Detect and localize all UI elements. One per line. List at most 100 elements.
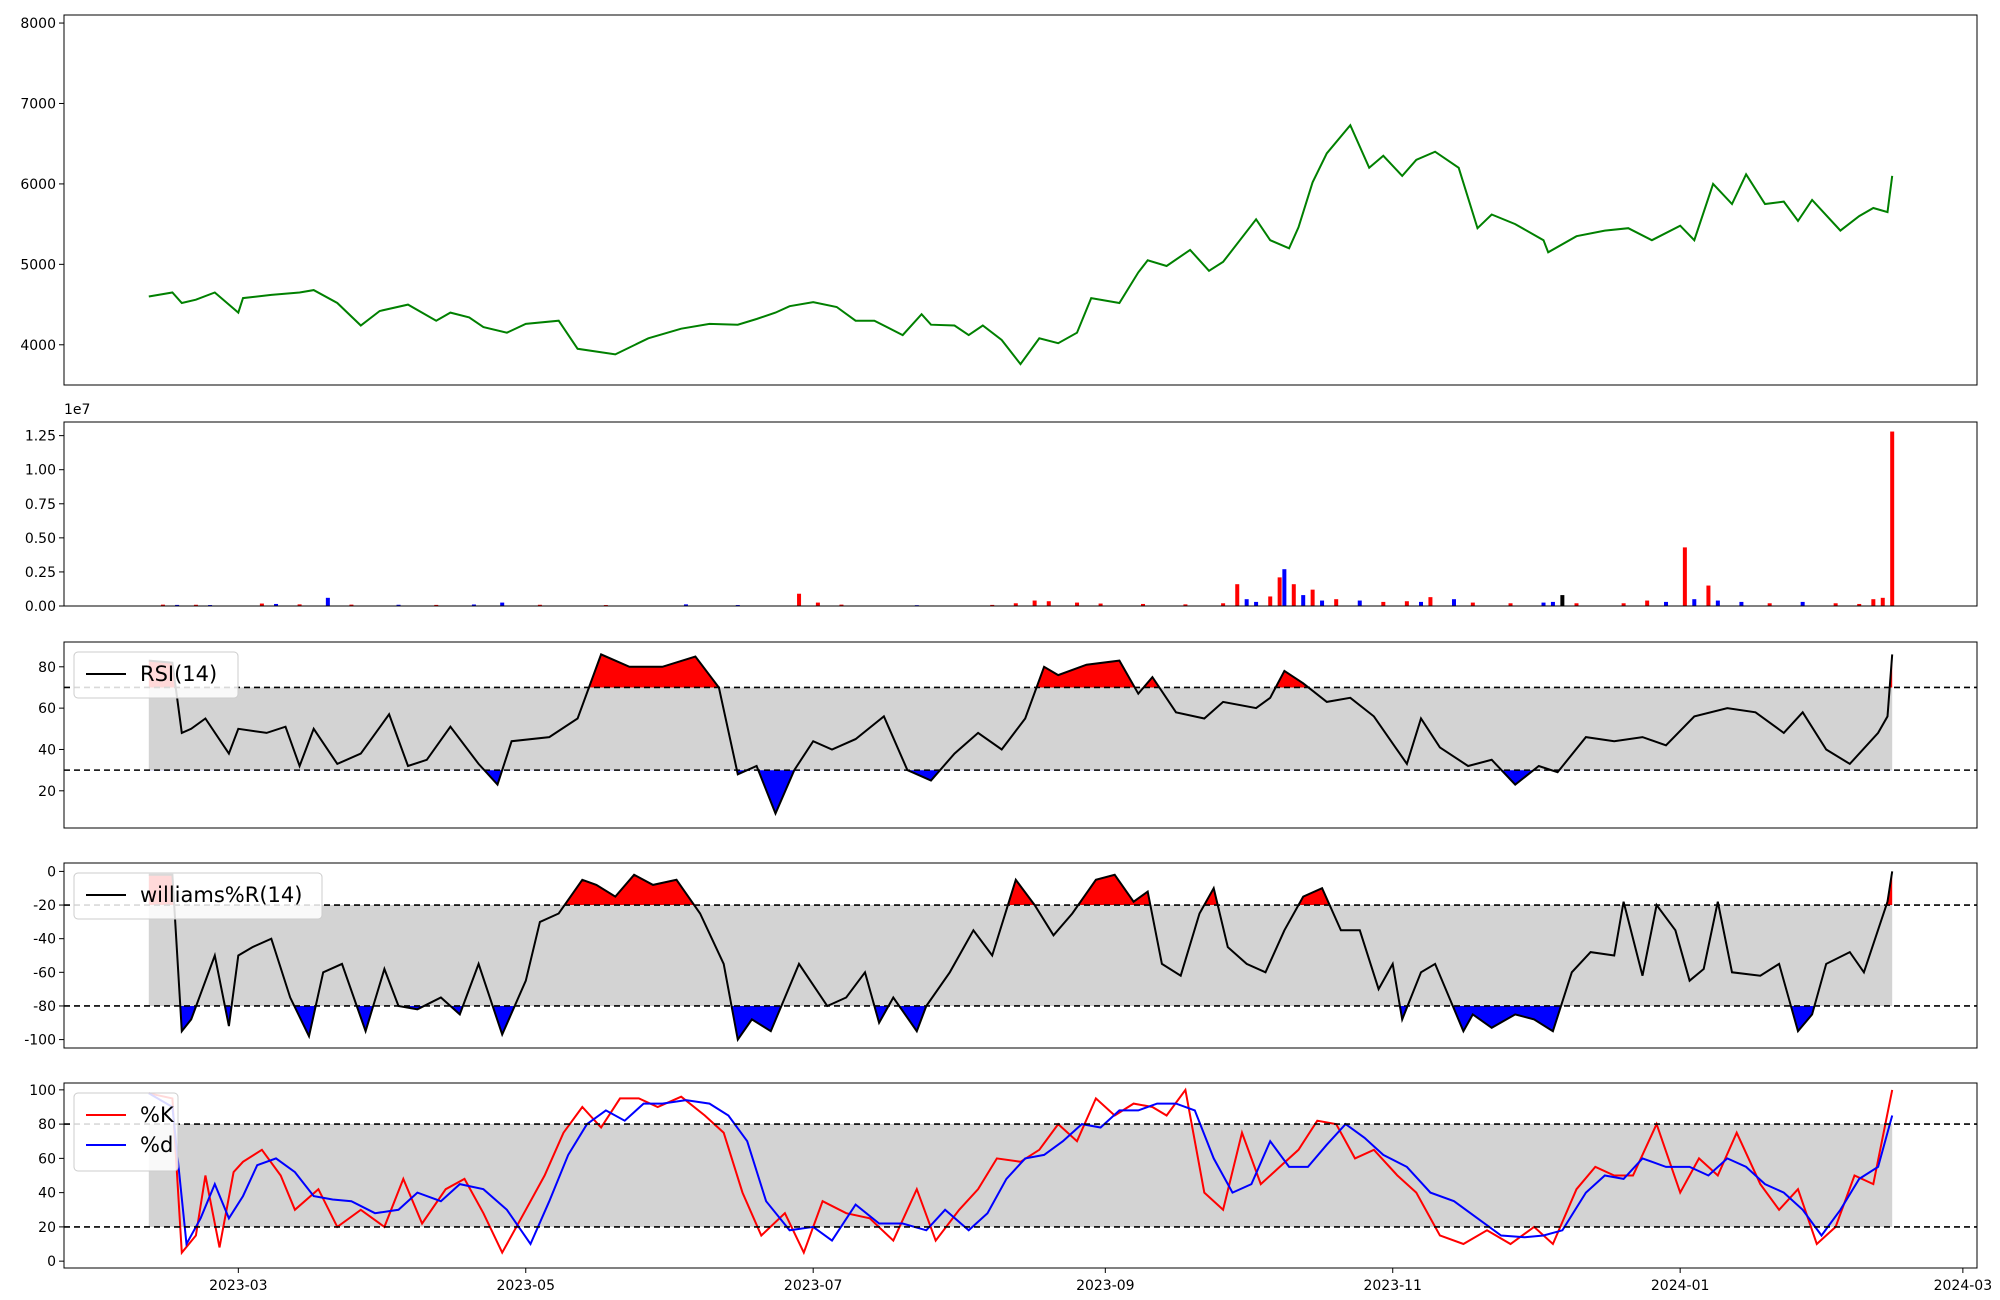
volume-bar — [683, 604, 688, 606]
x-tick-label: 2023-03 — [209, 1278, 268, 1294]
volume-bar — [1268, 596, 1273, 606]
x-tick-label: 2023-11 — [1363, 1278, 1422, 1294]
volume-bar — [1183, 604, 1188, 606]
volume-bar — [1508, 603, 1513, 606]
x-tick-label: 2023-09 — [1076, 1278, 1135, 1294]
volume-bar — [1310, 589, 1315, 606]
volume-bar — [1221, 603, 1226, 606]
axes-frame — [63, 14, 1978, 386]
volume-bar — [325, 597, 330, 606]
volume-bar — [1404, 601, 1409, 606]
y-tick-label: -20 — [33, 898, 56, 914]
legend-box — [73, 651, 239, 699]
price-line — [148, 123, 1894, 366]
volume-bar — [1880, 597, 1885, 606]
volume-bar — [259, 603, 264, 606]
x-axis: 2023-03 2023-05 2023-07 2023-09 2023-11 2024-… — [209, 1268, 1992, 1294]
volume-bar — [1381, 601, 1386, 606]
legend-box — [73, 1092, 179, 1172]
y-tick-label: 0.75 — [25, 497, 56, 513]
volume-bar — [160, 604, 165, 606]
volume-bar — [1301, 595, 1306, 606]
axes-frame — [63, 1082, 1978, 1269]
volume-bar — [1692, 599, 1697, 606]
volume-bar — [396, 604, 401, 606]
volume-panel: 0.00 0.25 0.50 0.75 1.00 1.25 1e7 — [25, 402, 1978, 615]
volume-bar — [1141, 603, 1146, 606]
y-tick-label: 8000 — [20, 16, 56, 32]
stochastic-panel: 0 20 40 60 80 100 %K %d — [29, 1082, 1978, 1270]
volume-bar — [990, 604, 995, 606]
axes-frame — [63, 641, 1978, 829]
volume-bar — [1282, 569, 1287, 606]
volume-bar — [1032, 600, 1037, 606]
volume-bar — [1098, 603, 1103, 606]
y-tick-label: 60 — [38, 701, 56, 717]
volume-bar — [193, 604, 198, 606]
axes-frame — [63, 421, 1978, 607]
volume-bar — [1235, 584, 1240, 606]
legend-label: RSI(14) — [140, 662, 217, 686]
legend-label: %d — [140, 1133, 173, 1157]
volume-bar — [1645, 600, 1650, 606]
x-tick-label: 2023-05 — [497, 1278, 556, 1294]
y-tick-label: 0 — [47, 864, 56, 880]
y-tick-label: 100 — [29, 1083, 56, 1099]
volume-bar — [1320, 600, 1325, 606]
x-tick-label: 2024-01 — [1651, 1278, 1710, 1294]
williams-overbought-fill — [148, 871, 1893, 906]
neutral-band — [148, 905, 1893, 1006]
volume-bar — [537, 604, 542, 606]
y-tick-label: 80 — [38, 1117, 56, 1133]
y-tick-label: -40 — [33, 932, 56, 948]
price-panel: 4000 5000 6000 7000 8000 — [20, 14, 1978, 386]
volume-bar — [1075, 602, 1080, 606]
volume-bar — [1244, 599, 1249, 606]
y-tick-label: -100 — [24, 1033, 56, 1049]
y-tick-label: 60 — [38, 1151, 56, 1167]
volume-bar — [1706, 585, 1711, 606]
volume-bar — [274, 603, 279, 606]
volume-bar — [1871, 599, 1876, 606]
volume-multiplier: 1e7 — [64, 402, 90, 418]
neutral-band — [148, 687, 1893, 771]
neutral-band — [148, 1124, 1893, 1227]
y-tick-label: 0.00 — [25, 599, 56, 615]
volume-bar — [839, 604, 844, 606]
volume-bar — [1560, 595, 1565, 606]
volume-bar — [500, 602, 505, 606]
y-tick-label: 0 — [47, 1254, 56, 1270]
y-tick-label: 0.25 — [25, 565, 56, 581]
volume-bar — [297, 604, 302, 606]
y-tick-label: 1.00 — [25, 463, 56, 479]
volume-bar — [797, 593, 802, 606]
volume-bar — [1890, 431, 1895, 606]
y-tick-label: 40 — [38, 742, 56, 758]
volume-bar — [1550, 601, 1555, 606]
volume-bar — [1800, 601, 1805, 606]
volume-bar — [1451, 599, 1456, 606]
stoch-d-line — [148, 1092, 1894, 1248]
volume-bar — [1664, 601, 1669, 606]
legend-label: %K — [140, 1103, 175, 1127]
x-tick-label: 2023-07 — [784, 1278, 843, 1294]
x-tick-label: 2024-03 — [1934, 1278, 1993, 1294]
volume-bar — [1470, 602, 1475, 606]
volume-bar — [1739, 601, 1744, 606]
volume-bar — [1767, 603, 1772, 606]
y-tick-label: 80 — [38, 660, 56, 676]
y-tick-label: 20 — [38, 1220, 56, 1236]
volume-bar — [1833, 603, 1838, 606]
rsi-line — [148, 653, 1894, 817]
y-tick-label: 6000 — [20, 177, 56, 193]
stoch-k-line — [148, 1087, 1894, 1256]
legend-label: williams%R(14) — [140, 883, 302, 907]
axes-frame — [63, 862, 1978, 1049]
y-tick-label: -80 — [33, 999, 56, 1015]
volume-bar — [815, 602, 820, 606]
y-tick-label: 1.25 — [25, 429, 56, 445]
volume-bar — [1254, 601, 1259, 606]
volume-bar — [349, 604, 354, 606]
